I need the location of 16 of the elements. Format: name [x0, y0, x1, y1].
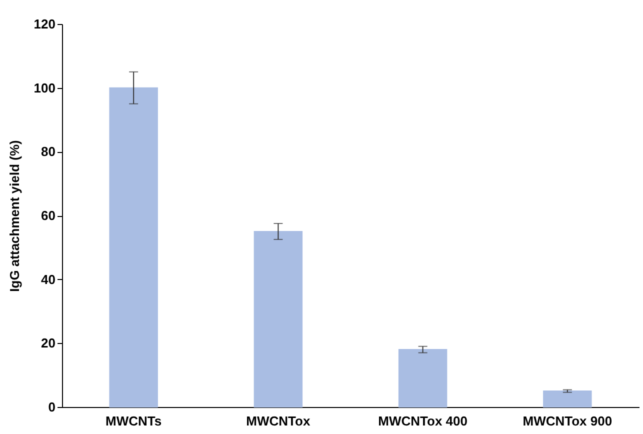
y-tick-label: 20: [41, 336, 56, 351]
y-axis-title: IgG attachment yield (%): [6, 140, 22, 292]
x-tick-label: MWCNTox: [246, 414, 311, 428]
x-tick-label: MWCNTox 400: [378, 414, 468, 428]
x-tick-label: MWCNTox 900: [522, 414, 612, 428]
y-tick-label: 40: [41, 272, 56, 287]
bar: [254, 230, 303, 408]
bar: [543, 390, 592, 408]
y-tick-label: 80: [41, 144, 56, 160]
x-tick-label: MWCNTs: [106, 414, 162, 428]
y-tick-label: 120: [34, 16, 56, 32]
y-tick-label: 100: [34, 80, 56, 96]
y-tick-label: 0: [48, 400, 56, 414]
bar: [398, 349, 448, 408]
bar: [109, 87, 158, 408]
y-tick-label: 60: [41, 208, 56, 223]
